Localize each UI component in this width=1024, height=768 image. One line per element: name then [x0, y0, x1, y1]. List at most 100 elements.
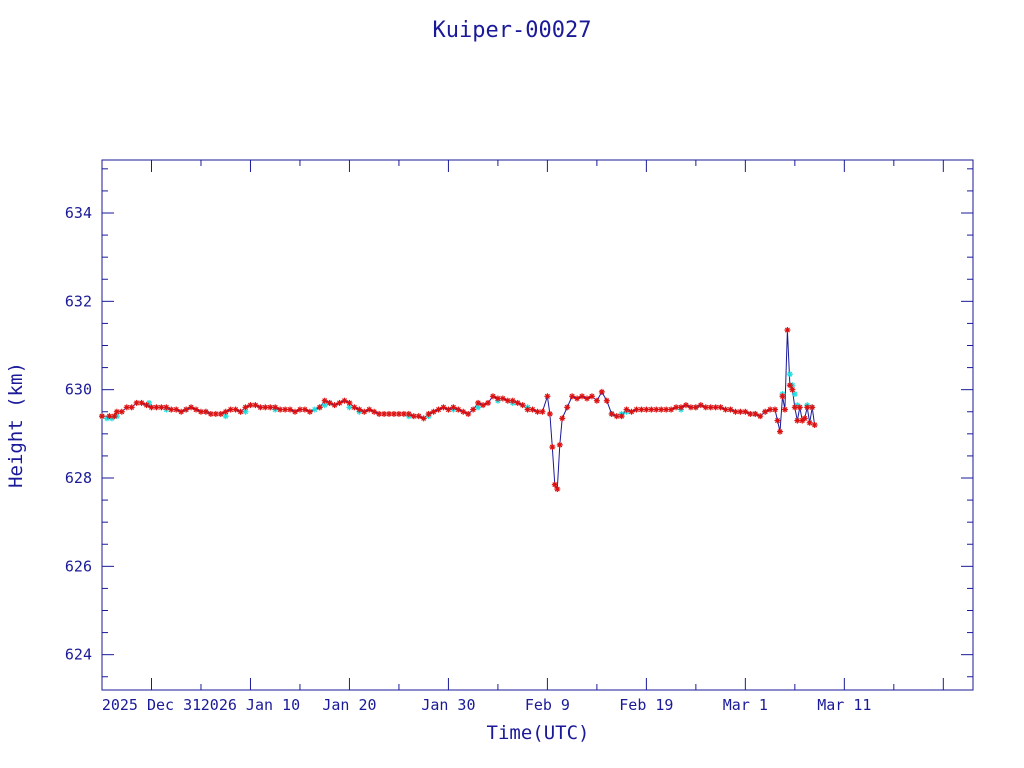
series-a-point	[128, 404, 135, 411]
series-a-point	[643, 406, 650, 413]
series-a-point	[232, 406, 239, 413]
series-a-point	[519, 402, 526, 409]
series-a-point	[346, 399, 353, 406]
series-a-point	[781, 406, 788, 413]
series-a-point	[143, 402, 150, 409]
series-a-point	[786, 382, 793, 389]
series-a-point	[564, 404, 571, 411]
series-a-point	[480, 402, 487, 409]
series-a-point	[546, 410, 553, 417]
series-a-point	[366, 406, 373, 413]
series-a-point	[678, 404, 685, 411]
series-a-point	[618, 413, 625, 420]
series-a-point	[321, 397, 328, 404]
series-a-point	[554, 486, 561, 493]
series-a-point	[118, 408, 125, 415]
y-tick-label: 634	[65, 204, 92, 222]
series-a-point	[440, 404, 447, 411]
series-a-point	[425, 410, 432, 417]
series-a-point	[252, 402, 259, 409]
x-tick-label: Jan 20	[322, 696, 376, 714]
series-a-point	[336, 399, 343, 406]
series-a-point	[551, 481, 558, 488]
series-a-point	[193, 406, 200, 413]
series-a-point	[668, 406, 675, 413]
series-a-point	[796, 404, 803, 411]
series-a-point	[673, 404, 680, 411]
series-a-point	[809, 404, 816, 411]
series-a-point	[608, 410, 615, 417]
series-a-point	[450, 404, 457, 411]
series-a-point	[583, 395, 590, 402]
series-a-point	[762, 408, 769, 415]
x-tick-label: Mar 11	[817, 696, 871, 714]
series-a-point	[489, 393, 496, 400]
series-a-point	[747, 410, 754, 417]
series-a-point	[430, 408, 437, 415]
series-a-point	[242, 404, 249, 411]
series-a-point	[287, 406, 294, 413]
series-a-point	[460, 408, 467, 415]
y-tick-label: 626	[65, 557, 92, 575]
series-a-point	[351, 404, 358, 411]
series-b-point	[311, 406, 318, 413]
y-tick-label: 628	[65, 469, 92, 487]
x-tick-label: Mar 1	[723, 696, 768, 714]
series-a-point	[188, 404, 195, 411]
series-a-point	[784, 327, 791, 334]
series-a-point	[316, 404, 323, 411]
plot-frame	[101, 159, 974, 691]
series-a-point	[405, 410, 412, 417]
series-a-point	[524, 406, 531, 413]
series-a-point	[509, 397, 516, 404]
series-a-point	[559, 415, 566, 422]
series-a-point	[811, 422, 818, 428]
series-a-point	[623, 406, 630, 413]
series-b-point	[475, 404, 482, 411]
x-tick-label: 2025 Dec 31	[102, 696, 201, 714]
series-a-point	[648, 406, 655, 413]
series-a-point	[183, 406, 190, 413]
series-a-point	[539, 408, 546, 415]
y-tick-label: 624	[65, 646, 92, 664]
series-a-point	[99, 413, 105, 420]
y-axis-ticks: 624 626 628 630 632 634	[65, 168, 973, 678]
series-a-point	[217, 410, 224, 417]
series-a-point	[296, 406, 303, 413]
series-a-point	[722, 406, 729, 413]
series-a-point	[752, 410, 759, 417]
series-a-point	[202, 408, 209, 415]
series-a-point	[776, 428, 783, 435]
series-a-point	[331, 402, 338, 409]
x-tick-label: Feb 9	[525, 696, 570, 714]
x-tick-label: Jan 30	[421, 696, 475, 714]
series-a-point	[504, 397, 511, 404]
series-a-point	[361, 408, 368, 415]
series-a-point	[306, 408, 313, 415]
chart-title: Kuiper-00027	[433, 18, 592, 43]
series-a-point	[697, 402, 704, 409]
series-a-point	[470, 406, 477, 413]
y-tick-label: 632	[65, 292, 92, 310]
y-axis-label: Height (km)	[5, 362, 27, 488]
series-a-point	[774, 417, 781, 424]
series-a-point	[603, 397, 610, 404]
x-axis-label: Time(UTC)	[487, 722, 590, 744]
series-a-point	[178, 408, 185, 415]
series-a-point	[779, 393, 786, 400]
series-a-point	[153, 404, 160, 411]
series-a-point	[415, 413, 422, 420]
series-a-point	[455, 406, 462, 413]
series-a-point	[757, 413, 764, 420]
series-a-point	[465, 410, 472, 417]
series-b-point	[786, 371, 793, 378]
series-a-point	[163, 404, 170, 411]
series-a-point	[475, 399, 482, 406]
series-a-point	[222, 408, 229, 415]
series-a-point	[598, 388, 605, 395]
series-a-point	[682, 402, 689, 409]
series-a-point	[712, 404, 719, 411]
series-b-point	[791, 391, 798, 398]
series-a-point	[556, 441, 563, 448]
